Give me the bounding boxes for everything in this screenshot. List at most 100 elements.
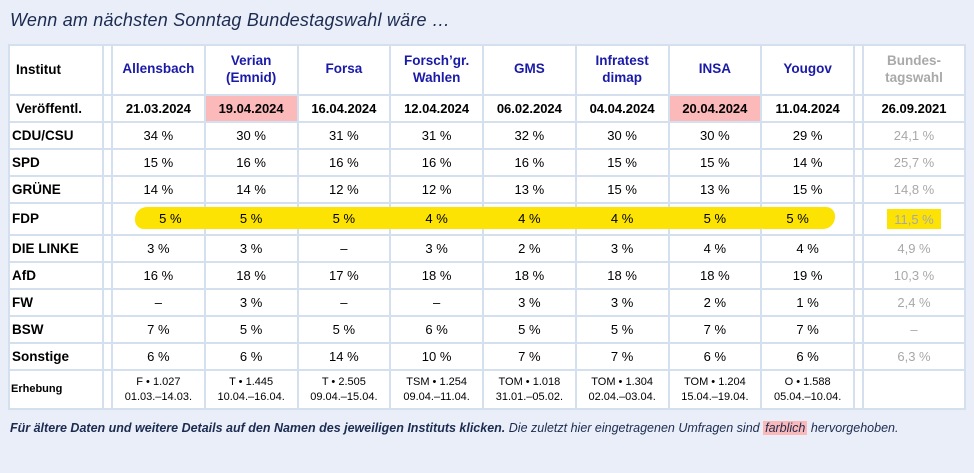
- bundestagswahl-value-cell: –: [864, 316, 964, 342]
- published-row-label: Veröffentl.: [10, 95, 102, 121]
- footer-normal-before: Die zuletzt hier eingetragenen Umfragen …: [508, 421, 760, 436]
- spacer-cell: [855, 122, 862, 148]
- institute-header-link[interactable]: INSA: [669, 46, 761, 94]
- poll-value-cell: 5 %: [576, 316, 668, 342]
- poll-value-cell: 3 %: [484, 289, 575, 315]
- institute-header-link[interactable]: GMS: [484, 46, 575, 94]
- survey-detail-cell: T • 1.445 10.04.–16.04.: [205, 370, 297, 409]
- survey-detail-cell: O • 1.588 05.04.–10.04.: [762, 370, 853, 409]
- party-label: GRÜNE: [10, 176, 102, 202]
- corner-institut-label: Institut: [10, 46, 102, 94]
- poll-value-cell: 13 %: [669, 176, 761, 202]
- spacer-cell: [104, 289, 111, 315]
- poll-value-cell: 18 %: [205, 262, 297, 288]
- spacer-cell: [855, 262, 862, 288]
- institute-header-link[interactable]: Infratest dimap: [576, 46, 668, 94]
- poll-value-cell: 12 %: [298, 176, 390, 202]
- party-row: SPD 15 % 16 % 16 % 16 % 16 % 15 % 15 % 14 % 25,7 …: [10, 149, 964, 175]
- spacer-cell: [104, 203, 111, 234]
- poll-value-cell: 15 %: [576, 176, 668, 202]
- poll-value-cell: –: [298, 235, 390, 261]
- survey-detail-cell: TOM • 1.018 31.01.–05.02.: [484, 370, 575, 409]
- spacer-cell: [104, 176, 111, 202]
- poll-value-cell: 4 %: [482, 203, 577, 234]
- poll-value-cell: 5 %: [484, 316, 575, 342]
- poll-value-cell: 15 %: [576, 149, 668, 175]
- poll-value-cell: 14 %: [205, 176, 297, 202]
- poll-value-cell: 16 %: [113, 262, 204, 288]
- spacer-cell: [104, 122, 111, 148]
- poll-value-cell: 5 %: [298, 316, 390, 342]
- institute-header-link[interactable]: Forsch’gr. Wahlen: [391, 46, 482, 94]
- page: Wenn am nächsten Sonntag Bundestagswahl …: [8, 10, 966, 437]
- poll-value-cell: 18 %: [391, 262, 482, 288]
- poll-value-cell: 5 %: [760, 203, 853, 234]
- party-row: FW –3 % – –3 % 3 % 2 % 1 % 2,4 %: [10, 289, 964, 315]
- party-row: BSW 7 % 5 % 5 % 6 % 5 % 5 % 7 % 7 % –: [10, 316, 964, 342]
- marker-highlight: 4 %: [389, 207, 484, 230]
- poll-value-cell: 3 %: [205, 235, 297, 261]
- spacer-cell: [855, 203, 862, 234]
- spacer-cell: [104, 95, 111, 121]
- spacer-cell: [104, 316, 111, 342]
- footer-highlighted-word: farblich: [763, 421, 808, 436]
- spacer-cell: [104, 46, 111, 94]
- poll-value-cell: 7 %: [669, 316, 761, 342]
- poll-value-cell: 14 %: [298, 343, 390, 369]
- poll-value-cell: 2 %: [669, 289, 761, 315]
- institute-header-link[interactable]: Forsa: [298, 46, 390, 94]
- published-date-cell: 06.02.2024: [484, 95, 575, 121]
- marker-highlight: 5 %: [296, 207, 392, 230]
- bundestagswahl-value-cell: 6,3 %: [864, 343, 964, 369]
- marker-highlight: 5 %: [135, 207, 206, 230]
- poll-value-cell: 5 %: [296, 203, 392, 234]
- poll-value-cell: 30 %: [669, 122, 761, 148]
- published-date-cell: 20.04.2024: [669, 95, 761, 121]
- institute-header-link[interactable]: Verian (Emnid): [205, 46, 297, 94]
- spacer-cell: [855, 289, 862, 315]
- poll-value-cell: –: [298, 289, 390, 315]
- poll-value-cell: 5 %: [667, 203, 763, 234]
- poll-value-cell: 3 %: [205, 289, 297, 315]
- institute-header-link[interactable]: Allensbach: [113, 46, 204, 94]
- poll-value-cell: 6 %: [762, 343, 853, 369]
- published-date-cell: 04.04.2024: [576, 95, 668, 121]
- spacer-cell: [855, 149, 862, 175]
- poll-value-cell: 15 %: [762, 176, 853, 202]
- bundestagswahl-value-cell: 10,3 %: [864, 262, 964, 288]
- poll-value-cell: 4 %: [669, 235, 761, 261]
- poll-value-cell: 16 %: [205, 149, 297, 175]
- poll-value-cell: 30 %: [205, 122, 297, 148]
- spacer-cell: [855, 316, 862, 342]
- poll-value-cell: 12 %: [391, 176, 482, 202]
- bundestagswahl-value-cell: 11,5 %: [864, 203, 964, 234]
- poll-value-cell: 4 %: [762, 235, 853, 261]
- party-row: GRÜNE 14 % 14 % 12 % 12 % 13 % 15 % 13 % 15 % 14,…: [10, 176, 964, 202]
- poll-value-cell: 4 %: [574, 203, 670, 234]
- party-row: Sonstige 6 % 6 % 14 % 10 % 7 % 7 % 6 % 6 % 6,3 %: [10, 343, 964, 369]
- poll-value-cell: 18 %: [576, 262, 668, 288]
- spacer-cell: [104, 235, 111, 261]
- bundestagswahl-value-cell: 14,8 %: [864, 176, 964, 202]
- bundestagswahl-value-cell: 25,7 %: [864, 149, 964, 175]
- party-label: FW: [10, 289, 102, 315]
- poll-value-cell: 1 %: [762, 289, 853, 315]
- party-label: FDP: [10, 203, 102, 234]
- survey-row: Erhebung F • 1.027 01.03.–14.03. T • 1.445…: [10, 370, 964, 409]
- poll-value-cell: 34 %: [113, 122, 204, 148]
- published-date-cell: 16.04.2024: [298, 95, 390, 121]
- survey-detail-cell: TOM • 1.304 02.04.–03.04.: [576, 370, 668, 409]
- bundestagswahl-header: Bundes- tagswahl: [864, 46, 964, 94]
- poll-value-cell: 3 %: [576, 235, 668, 261]
- poll-value-cell: 10 %: [391, 343, 482, 369]
- poll-value-cell: 14 %: [113, 176, 204, 202]
- institute-header-link[interactable]: Yougov: [762, 46, 853, 94]
- party-label: AfD: [10, 262, 102, 288]
- poll-value-cell: 31 %: [391, 122, 482, 148]
- poll-value-cell: 29 %: [762, 122, 853, 148]
- footer-note: Für ältere Daten und weitere Details auf…: [10, 419, 964, 437]
- poll-value-cell: 16 %: [391, 149, 482, 175]
- poll-value-cell: 5 %: [113, 203, 206, 234]
- poll-value-cell: 2 %: [484, 235, 575, 261]
- survey-detail-cell: F • 1.027 01.03.–14.03.: [113, 370, 204, 409]
